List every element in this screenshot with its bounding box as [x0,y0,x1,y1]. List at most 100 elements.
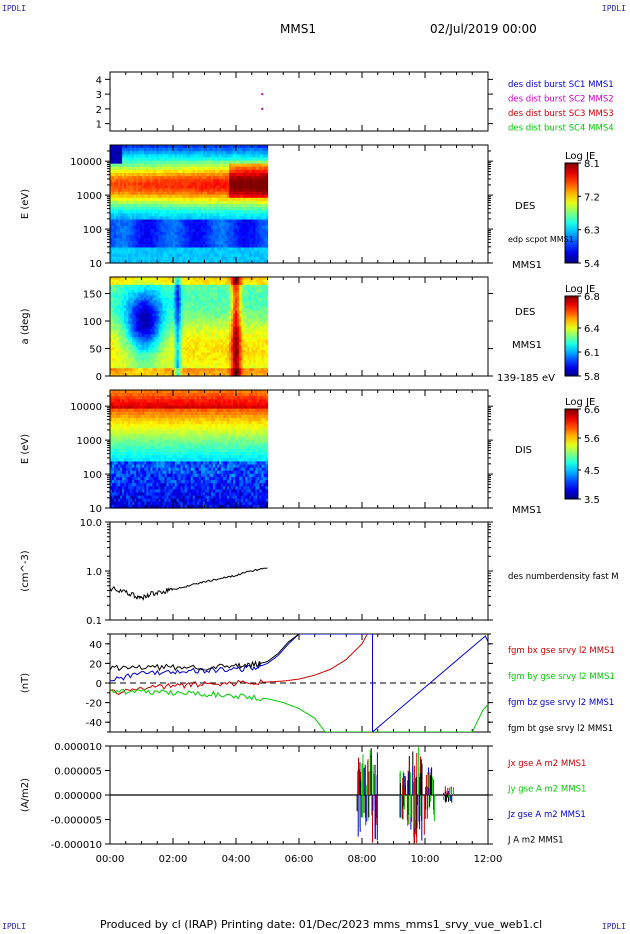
heatmap-cell [198,256,202,261]
heatmap-cell [164,323,168,328]
heatmap-cell [172,305,176,309]
heatmap-cell [231,163,234,168]
heatmap-cell [190,204,194,208]
heatmap-cell [261,222,265,227]
heatmap-cell [219,188,222,193]
heatmap-cell [134,316,137,320]
heatmap-cell [219,185,222,190]
heatmap-cell [152,297,156,302]
heatmap-cell [200,176,204,180]
heatmap-cell [114,238,117,242]
heatmap-cell [202,284,206,289]
heatmap-cell [140,253,143,258]
heatmap-cell [134,297,137,302]
heatmap-cell [208,154,212,159]
heatmap-cell [160,182,164,186]
heatmap-cell [217,179,220,183]
heatmap-cell [182,305,186,309]
heatmap-cell [118,238,121,242]
heatmap-cell [136,370,139,374]
heatmap-cell [170,308,174,312]
heatmap-cell [130,185,133,190]
heatmap-cell [263,182,267,186]
panel-burst-frame [109,71,489,132]
heatmap-cell [124,228,127,233]
heatmap-cell [122,321,125,325]
heatmap-cell [200,292,204,296]
heatmap-cell [142,373,145,377]
heatmap-cell [164,297,168,302]
heatmap-cell [174,222,178,227]
heatmap-cell [206,235,210,239]
heatmap-cell [221,191,224,196]
heatmap-cell [206,231,210,236]
heatmap-cell [194,228,198,233]
heatmap-cell [142,305,145,309]
heatmap-cell [148,313,151,317]
heatmap-cell [160,157,164,162]
heatmap-cell [120,244,123,249]
heatmap-cell [194,368,198,372]
heatmap-cell [168,182,172,186]
heatmap-cell [156,172,160,177]
heatmap-cell [255,235,258,239]
heatmap-cell [160,231,164,236]
heatmap-cell [146,172,149,177]
legend-entry: des dist burst SC4 MMS4 [508,124,614,134]
heatmap-cell [217,250,220,255]
heatmap-cell [126,342,129,346]
heatmap-cell [178,210,182,214]
heatmap-cell [186,344,190,348]
heatmap-cell [182,157,186,162]
y-tick-label: 100 [83,225,102,236]
heatmap-cell [192,326,196,330]
heatmap-cell [124,344,127,348]
heatmap-cell [176,292,180,296]
heatmap-cell [263,244,267,249]
heatmap-cell [180,365,184,369]
heatmap-cell [206,157,210,162]
heatmap-cell [251,163,254,168]
heatmap-cell [128,179,131,183]
heatmap-cell [253,154,256,159]
heatmap-cell [227,210,230,214]
heatmap-cell [194,225,198,230]
heatmap-cell [136,277,139,281]
heatmap-cell [225,148,228,152]
heatmap-cell [144,238,147,242]
heatmap-cell [194,360,198,364]
heatmap-cell [168,292,172,296]
heatmap-cell [152,290,156,294]
heatmap-cell [174,321,178,325]
heatmap-cell [241,148,244,152]
heatmap-cell [200,191,204,196]
heatmap-cell [182,219,186,224]
heatmap-cell [190,297,194,302]
heatmap-cell [235,235,238,239]
heatmap-cell [158,290,162,294]
heatmap-cell [221,194,224,199]
heatmap-cell [215,225,218,230]
heatmap-cell [168,370,172,374]
heatmap-cell [182,331,186,335]
heatmap-cell [190,370,194,374]
heatmap-cell [202,244,206,249]
heatmap-cell [148,157,151,162]
heatmap-cell [249,238,252,242]
heatmap-cell [172,368,176,372]
heatmap-cell [112,355,115,359]
heatmap-cell [243,176,246,180]
heatmap-cell [174,160,178,165]
heatmap-cell [257,207,261,211]
heatmap-cell [239,256,242,261]
heatmap-cell [126,331,129,335]
heatmap-cell [249,231,252,236]
heatmap-cell [176,321,180,325]
heatmap-cell [225,244,228,249]
heatmap-cell [251,157,254,162]
heatmap-cell [166,334,170,338]
heatmap-cell [168,373,172,377]
heatmap-cell [112,200,115,205]
heatmap-cell [186,295,190,299]
heatmap-cell [156,219,160,224]
